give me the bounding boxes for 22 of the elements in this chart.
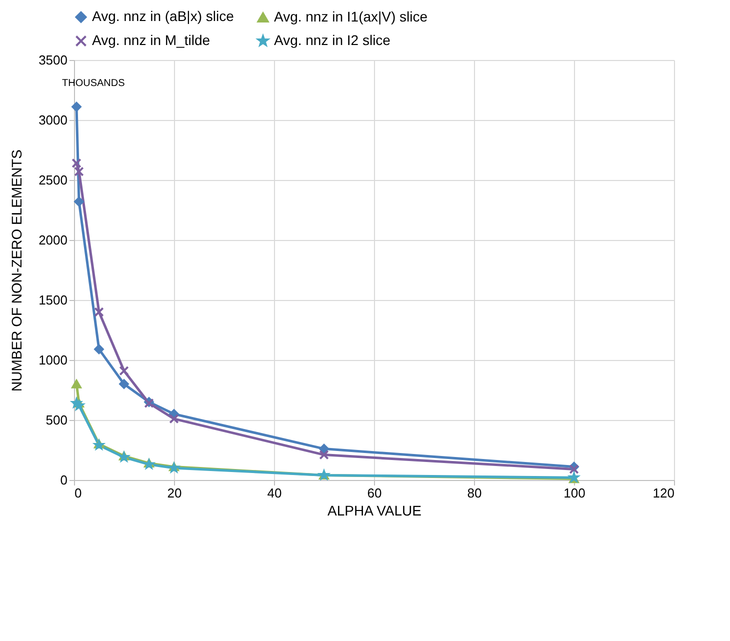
y-tick-label: 2500 <box>38 172 68 188</box>
x-axis-title: ALPHA VALUE <box>328 502 422 518</box>
y-tick-label: 3500 <box>38 52 68 68</box>
y-tick-label: 1000 <box>38 352 68 368</box>
y-axis-title: NUMBER OF NON-ZERO ELEMENTS <box>8 150 25 392</box>
annotation: THOUSANDS <box>62 78 125 89</box>
y-tick-label: 3000 <box>38 112 68 128</box>
x-tick-label: 0 <box>74 486 82 500</box>
y-tick-label: 500 <box>46 412 68 428</box>
x-tick-label: 60 <box>367 486 382 500</box>
legend-label: Avg. nnz in M_tilde <box>92 32 210 48</box>
x-tick-label: 40 <box>267 486 282 500</box>
y-tick-label: 1500 <box>38 292 68 308</box>
legend-label: Avg. nnz in I2 slice <box>274 32 391 48</box>
x-tick-label: 20 <box>167 486 182 500</box>
legend-label: Avg. nnz in (aB|x) slice <box>92 8 234 24</box>
x-tick-label: 100 <box>564 486 586 500</box>
y-tick-label: 2000 <box>38 232 68 248</box>
x-tick-label: 80 <box>467 486 482 500</box>
legend-label: Avg. nnz in I1(ax|V) slice <box>274 8 428 24</box>
y-tick-label: 0 <box>60 472 68 488</box>
x-tick-label: 120 <box>652 486 674 500</box>
